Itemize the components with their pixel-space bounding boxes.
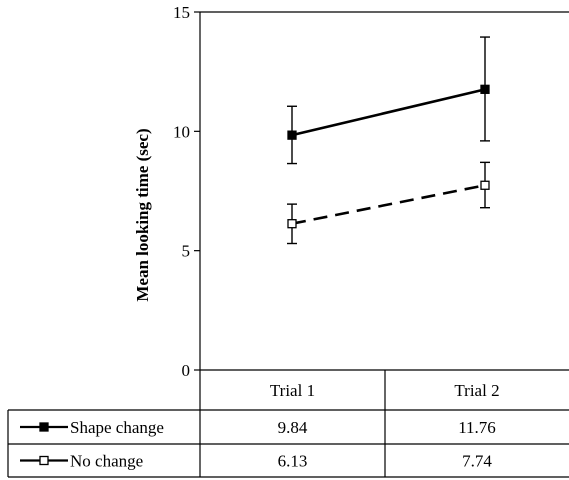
y-tick-label: 5 xyxy=(182,242,191,261)
legend-key-marker xyxy=(39,455,49,466)
data-point xyxy=(287,130,297,140)
legend-entry-label: No change xyxy=(70,452,143,471)
category-label: Trial 1 xyxy=(270,381,315,400)
table-value-cell: 11.76 xyxy=(458,418,496,437)
y-tick-label: 15 xyxy=(173,3,190,22)
series-line-no-change xyxy=(291,183,486,225)
legend-entry-label: Shape change xyxy=(70,418,164,437)
table-value-cell: 7.74 xyxy=(462,452,492,471)
y-tick-label: 0 xyxy=(182,361,191,380)
data-point xyxy=(480,84,490,94)
plot-area xyxy=(287,36,490,245)
category-label: Trial 2 xyxy=(454,381,499,400)
series-line-shape-change xyxy=(291,88,486,137)
y-axis-label: Mean looking time (sec) xyxy=(133,128,152,301)
legend-key-marker xyxy=(39,422,49,432)
data-point xyxy=(287,219,297,229)
data-point xyxy=(480,180,490,190)
y-axis: 0 5 10 15 xyxy=(173,3,569,380)
table-value-cell: 9.84 xyxy=(278,418,308,437)
data-table: Trial 1 Trial 2 Shape change 9.84 11.76 No ch… xyxy=(7,369,569,478)
table-value-cell: 6.13 xyxy=(278,452,308,471)
y-tick-label: 10 xyxy=(173,122,190,141)
